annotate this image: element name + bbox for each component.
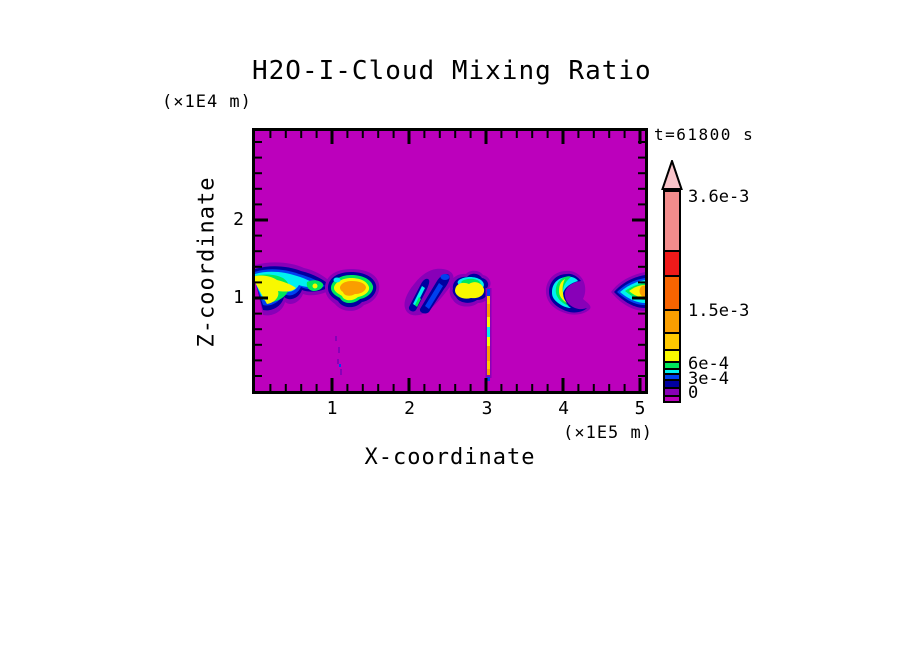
colorbar-label-1.5e-3: 1.5e-3: [688, 301, 750, 321]
colorbar-segment-8: [665, 373, 679, 379]
heatmap-svg: [255, 131, 645, 391]
colorbar-segment-6: [665, 361, 679, 368]
cloud-band-2: [325, 269, 380, 311]
x-tick-label-2: 2: [404, 398, 415, 419]
colorbar-label-3.6e-3: 3.6e-3: [688, 187, 750, 207]
colorbar-label-3e-4: 3e-4: [688, 369, 729, 389]
y-axis-unit-label: (×1E4 m): [162, 92, 252, 112]
plot-area: [252, 128, 648, 394]
colorbar-label-0: 0: [688, 383, 699, 403]
axis-tick-marks: [255, 131, 645, 391]
colorbar-segment-9: [665, 379, 679, 387]
colorbar-segment-5: [665, 349, 679, 361]
chart-title: H2O-I-Cloud Mixing Ratio: [252, 56, 652, 86]
colorbar-segment-2: [665, 275, 679, 309]
colorbar-label-6e-4: 6e-4: [688, 354, 729, 374]
colorbar-arrow-icon: [661, 160, 683, 190]
x-axis-title: X-coordinate: [364, 445, 536, 470]
fall-streak: [485, 288, 492, 381]
cloud-band-3: [404, 268, 454, 316]
cloud-band-1: [255, 262, 335, 316]
x-tick-label-1: 1: [326, 398, 338, 419]
y-tick-label-2: 2: [233, 209, 244, 230]
cloud-band-5: [545, 270, 591, 315]
colorbar-segment-7: [665, 368, 679, 373]
cloud-band-4: [449, 270, 491, 307]
timestamp-label: t=61800 s: [654, 125, 755, 144]
colorbar: [663, 190, 681, 403]
colorbar-segment-1: [665, 250, 679, 275]
colorbar-segment-11: [665, 395, 679, 401]
colorbar-segment-4: [665, 332, 679, 349]
colorbar-segment-10: [665, 387, 679, 395]
x-tick-label-3: 3: [481, 398, 493, 419]
plot-background: [255, 131, 645, 391]
faint-trail: [335, 336, 342, 375]
colorbar-segment-0: [665, 192, 679, 250]
y-tick-label-1: 1: [233, 287, 244, 308]
x-axis-unit-label: (×1E5 m): [563, 423, 653, 443]
colorbar-segment-3: [665, 309, 679, 332]
x-tick-label-4: 4: [558, 398, 569, 419]
x-tick-label-5: 5: [634, 398, 646, 419]
y-axis-title: Z-coordinate: [194, 176, 220, 348]
